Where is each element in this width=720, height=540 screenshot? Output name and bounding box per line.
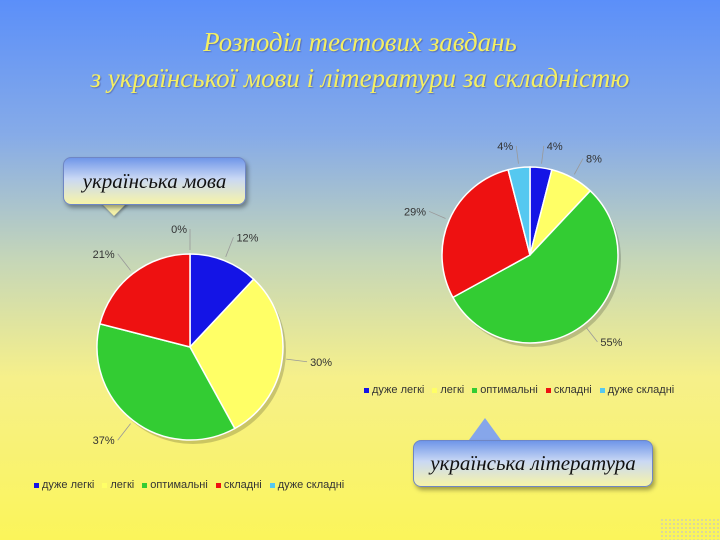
legend-swatch [599, 387, 605, 393]
leader-line [573, 158, 584, 175]
legend-label: складні [553, 384, 592, 396]
legend-swatch [472, 387, 478, 393]
legend-item: легкі [102, 479, 134, 491]
pie-slice-optimal [451, 189, 619, 344]
legend-label: дуже легкі [42, 479, 95, 491]
pie-data-label: 30% [310, 357, 332, 369]
leader-line [541, 145, 545, 164]
legend-item: дуже складні [269, 479, 345, 491]
legend-label: складні [223, 479, 262, 491]
legend-swatch [269, 482, 275, 488]
leader-line [515, 145, 519, 164]
leader-line [586, 327, 598, 343]
pie-data-label: 12% [236, 232, 258, 244]
legend-label: легкі [440, 384, 465, 396]
title-line-2: з української мови і літератури за склад… [90, 63, 630, 93]
legend-item: дуже легкі [34, 479, 94, 491]
legend-label: легкі [110, 479, 135, 491]
pie-data-label: 4% [547, 141, 563, 153]
pie-slice-optimal [96, 322, 236, 441]
callout-language-text: українська мова [82, 168, 227, 193]
legend-swatch [215, 482, 221, 488]
pie-data-label: 0% [171, 224, 187, 236]
callout-ukrainian-literature: українська література [413, 440, 653, 487]
callout-ukrainian-language: українська мова [63, 157, 246, 205]
leader-line [117, 253, 131, 271]
legend-literature-chart: дуже легкі легкі оптимальні складні дуже скл… [364, 384, 674, 396]
pie-data-label: 29% [404, 206, 426, 218]
pie-slice-hard [441, 168, 531, 299]
decorative-pattern [660, 518, 720, 540]
legend-item: оптимальні [142, 479, 208, 491]
legend-swatch [364, 387, 369, 393]
legend-item: легкі [432, 384, 464, 396]
legend-item: дуже легкі [364, 384, 424, 396]
legend-swatch [34, 482, 39, 488]
legend-label: дуже легкі [372, 384, 425, 396]
legend-item: оптимальні [472, 384, 538, 396]
legend-item: складні [545, 384, 592, 396]
legend-item: складні [215, 479, 262, 491]
pie-slice-very-hard [507, 166, 531, 256]
legend-swatch [432, 387, 438, 393]
title-line-1: Розподіл тестових завдань [203, 27, 517, 57]
pie-data-label: 37% [93, 435, 115, 447]
leader-line [117, 423, 131, 441]
legend-swatch [142, 482, 148, 488]
legend-label: дуже складні [607, 384, 675, 396]
leader-line [225, 237, 234, 257]
legend-swatch [545, 387, 551, 393]
legend-label: оптимальні [150, 479, 208, 491]
legend-item: дуже складні [599, 384, 675, 396]
leader-line [428, 210, 446, 219]
pie-data-label: 55% [600, 337, 622, 349]
leader-line [286, 358, 308, 363]
pie-slice-very-easy [189, 253, 255, 349]
slide-title: Розподіл тестових завдань з української … [0, 24, 720, 96]
legend-language-chart: дуже легкі легкі оптимальні складні дуже скл… [34, 479, 344, 491]
legend-label: дуже складні [277, 479, 345, 491]
legend-label: оптимальні [480, 384, 538, 396]
callout-tail [469, 418, 501, 440]
pie-data-label: 8% [586, 154, 602, 166]
callout-tail [100, 202, 128, 216]
pie-slice-hard [99, 253, 191, 348]
legend-swatch [102, 482, 108, 488]
callout-literature-text: українська література [430, 451, 636, 475]
pie-data-label: 21% [93, 249, 115, 261]
pie-data-label: 4% [497, 141, 513, 153]
pie-slice-easy [189, 278, 284, 430]
